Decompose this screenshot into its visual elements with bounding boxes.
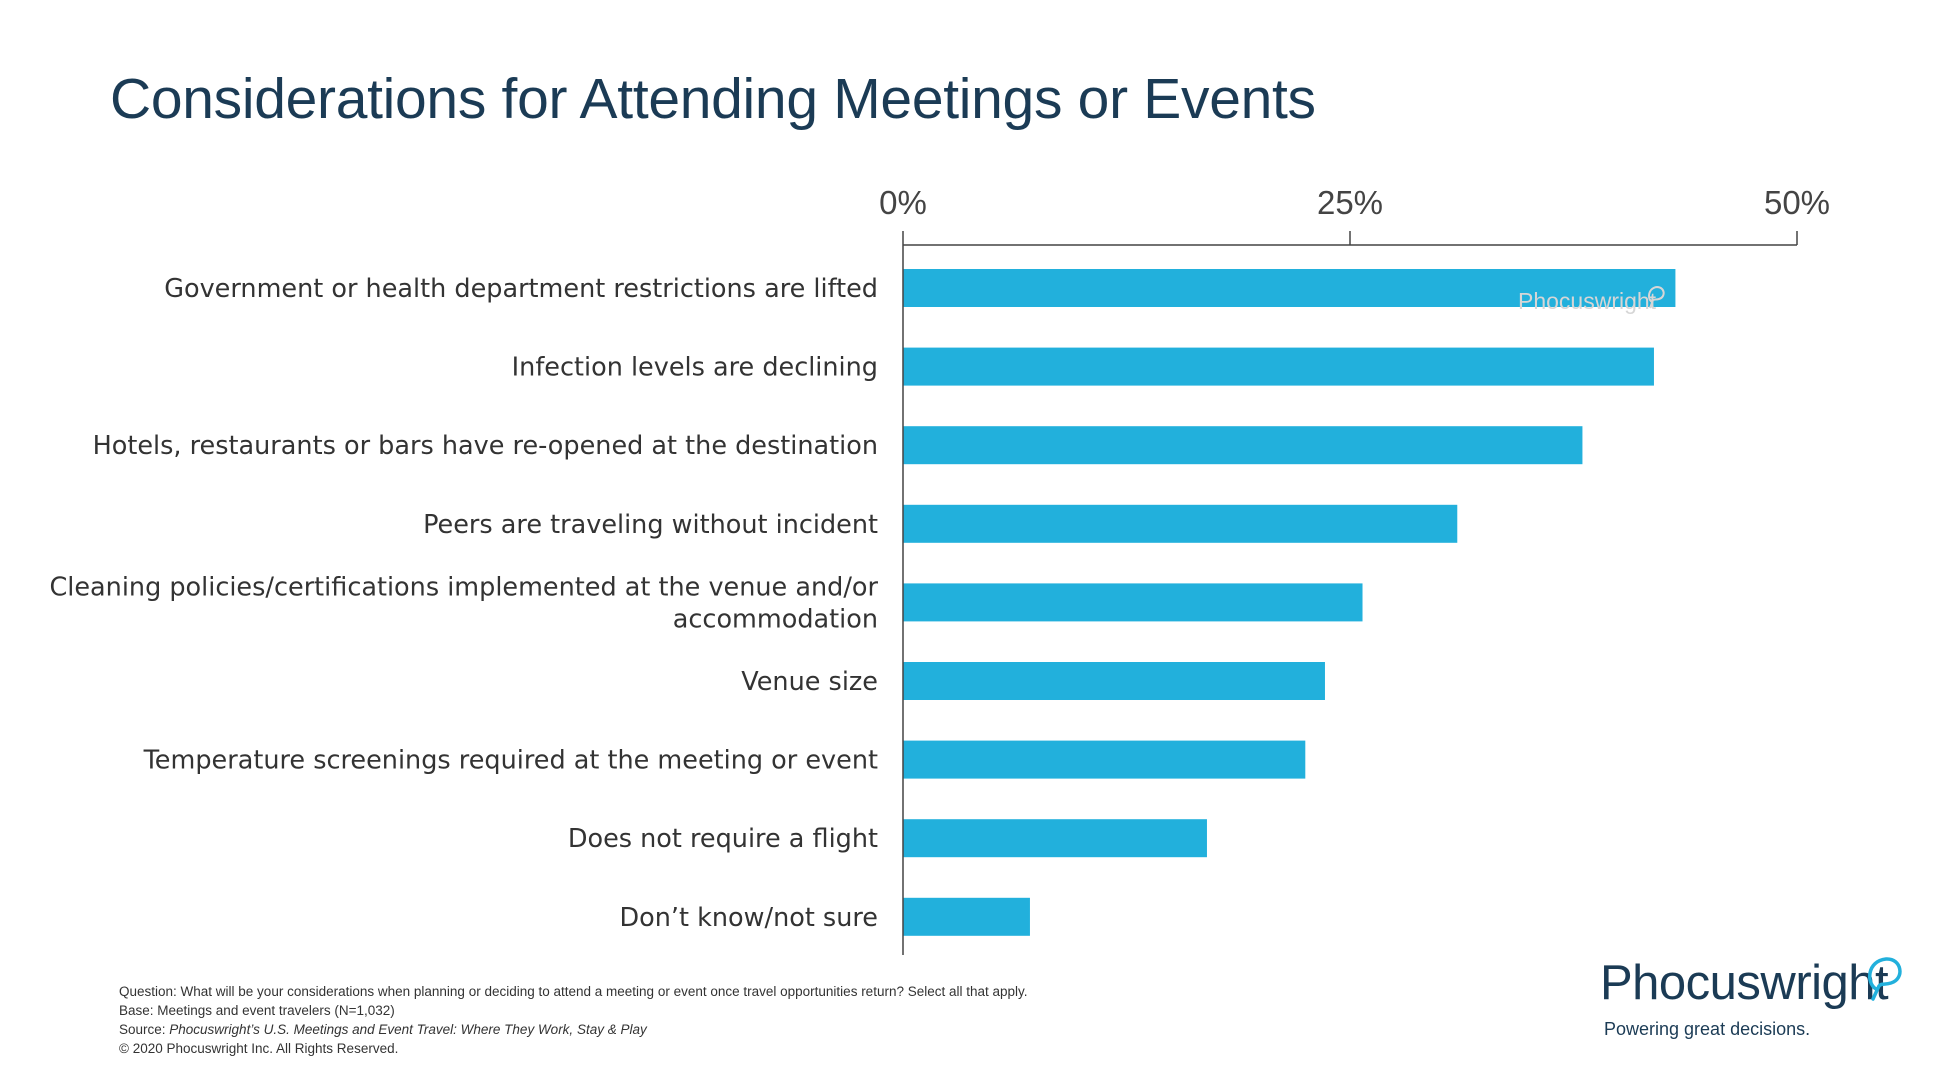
x-tick-label: 50% [1764, 184, 1830, 221]
bar [903, 583, 1363, 622]
footnote-question: Question: What will be your consideratio… [119, 984, 1028, 999]
category-label: Cleaning policies/certifications impleme… [49, 572, 878, 634]
logo-name: Phocuswright [1600, 956, 1889, 1010]
watermark-bubble-icon [1648, 285, 1665, 309]
category-label-line: Venue size [741, 667, 878, 697]
footnote-source-title: Phocuswright’s U.S. Meetings and Event T… [169, 1022, 647, 1037]
category-label: Temperature screenings required at the m… [143, 746, 878, 776]
footnote-base: Base: Meetings and event travelers (N=1,… [119, 1003, 395, 1018]
footnote-copyright: © 2020 Phocuswright Inc. All Rights Rese… [119, 1041, 399, 1056]
category-label-line: Hotels, restaurants or bars have re-open… [93, 431, 878, 461]
category-label: Peers are traveling without incident [423, 510, 878, 540]
footnote-source: Source: Phocuswright’s U.S. Meetings and… [119, 1020, 1028, 1039]
category-label-line: Government or health department restrict… [164, 274, 878, 304]
category-label-line: Temperature screenings required at the m… [143, 746, 878, 776]
category-label-line: Cleaning policies/certifications impleme… [49, 572, 878, 602]
x-tick-label: 25% [1317, 184, 1383, 221]
bar [903, 347, 1654, 386]
page-title: Considerations for Attending Meetings or… [110, 67, 1316, 131]
phocuswright-logo: Phocuswright Powering great decisions. [1600, 955, 1910, 1045]
bar [903, 740, 1306, 779]
category-label: Does not require a flight [568, 824, 878, 854]
category-label-line: Don’t know/not sure [619, 903, 878, 933]
bar [903, 897, 1030, 936]
bar [903, 662, 1325, 700]
category-label: Infection levels are declining [512, 353, 878, 383]
footnote-source-prefix: Source: [119, 1022, 170, 1037]
logo-tagline: Powering great decisions. [1604, 1019, 1811, 1039]
category-label-line: Peers are traveling without incident [423, 510, 878, 540]
category-label-line: Infection levels are declining [512, 353, 878, 383]
category-label: Venue size [741, 667, 878, 697]
bar [903, 269, 1676, 307]
bar [903, 504, 1458, 543]
category-label: Government or health department restrict… [164, 274, 878, 304]
category-label: Don’t know/not sure [619, 903, 878, 933]
category-label-line: accommodation [673, 604, 878, 634]
bar [903, 426, 1583, 465]
footnotes: Question: What will be your consideratio… [119, 982, 1028, 1058]
watermark-text: Phocuswright [1518, 288, 1657, 314]
category-label: Hotels, restaurants or bars have re-open… [93, 431, 878, 461]
category-label-line: Does not require a flight [568, 824, 878, 854]
bar [903, 819, 1207, 858]
x-tick-label: 0% [879, 184, 927, 221]
speech-bubble-icon [1868, 957, 1902, 1001]
